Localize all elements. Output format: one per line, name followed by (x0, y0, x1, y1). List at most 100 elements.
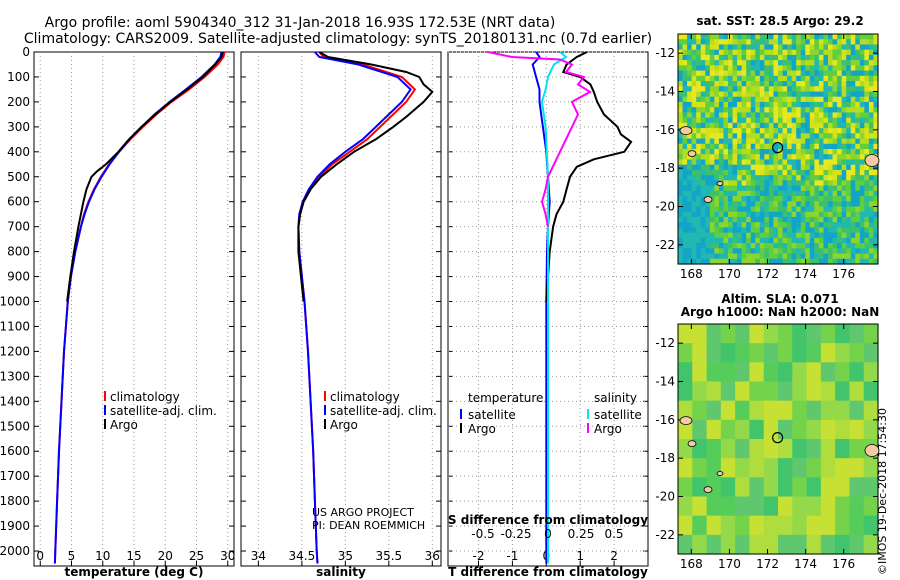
map-cell (773, 201, 779, 208)
map-cell (864, 211, 870, 218)
map-cell (764, 159, 770, 166)
map-cell (709, 248, 715, 255)
map-y-tick-label: -16 (655, 123, 675, 137)
map-cell (809, 91, 815, 98)
map-cell (764, 34, 770, 40)
map-cell (750, 128, 756, 134)
map-cell (828, 201, 834, 208)
map-cell (728, 175, 734, 181)
map-cell (805, 75, 811, 82)
map-cell (787, 227, 793, 234)
map-cell (787, 258, 793, 265)
map-cell (828, 232, 834, 239)
map-cell (741, 70, 747, 77)
map-cell (837, 180, 843, 187)
map-cell (841, 169, 847, 176)
map-cell (864, 34, 870, 40)
map-cell (750, 227, 756, 234)
map-cell (696, 164, 702, 171)
map-cell (814, 49, 820, 56)
map-cell (850, 216, 856, 223)
map-cell (855, 169, 861, 176)
map-cell (728, 253, 734, 260)
map-cell (800, 180, 806, 187)
map-cell (806, 515, 822, 536)
map-cell (705, 91, 711, 98)
map-cell (728, 138, 734, 145)
depth-tick-label: 1100 (0, 319, 30, 333)
map-cell (796, 128, 802, 134)
map-cell (809, 101, 815, 108)
x2-tick-label: 0.25 (568, 527, 595, 541)
map-cell (818, 211, 825, 218)
map-cell (868, 149, 875, 155)
map-cell (855, 122, 861, 129)
map-cell (837, 227, 843, 234)
map-cell (868, 54, 875, 61)
map-cell (859, 201, 865, 208)
map-cell (700, 107, 706, 114)
map-cell (718, 248, 725, 255)
map-cell (714, 44, 720, 51)
map-cell (864, 243, 870, 249)
map-cell (682, 70, 688, 77)
map-cell (828, 149, 834, 155)
map-cell (832, 96, 838, 103)
map-cell (837, 75, 843, 82)
map-cell (846, 206, 852, 213)
land-shape (687, 440, 697, 448)
map-cell (720, 496, 736, 517)
map-cell (859, 253, 865, 260)
map-cell (841, 216, 847, 223)
map-cell (841, 117, 847, 124)
map-cell (837, 101, 843, 108)
map-cell (737, 70, 743, 77)
map-cell (723, 227, 729, 234)
map-cell (850, 143, 856, 150)
map-cell (792, 496, 808, 517)
map-cell (814, 54, 820, 61)
legend-label: satellite (594, 408, 642, 422)
map-cell (728, 54, 734, 61)
map-cell (696, 86, 702, 93)
map-cell (750, 107, 756, 114)
map-cell (705, 122, 711, 129)
map-cell (678, 91, 684, 98)
map-cell (846, 34, 852, 40)
map-cell (859, 169, 865, 176)
map-cell (709, 222, 715, 229)
map-cell (778, 34, 784, 40)
map-cell (791, 149, 797, 155)
map-cell (818, 175, 825, 181)
map-cell (755, 222, 761, 229)
map-cell (735, 324, 751, 344)
map-cell (768, 101, 775, 108)
legend-label: climatology (330, 390, 400, 404)
map-cell (787, 91, 793, 98)
map-cell (778, 496, 793, 517)
map-cell (868, 81, 875, 87)
map-cell (787, 253, 793, 260)
map-cell (809, 107, 815, 114)
map-cell (864, 122, 870, 129)
map-cell (820, 381, 836, 402)
x-tick-label: -2 (473, 549, 485, 563)
map-cell (763, 343, 779, 363)
map-cell (841, 138, 847, 145)
series-line-salinity-satellite (540, 51, 568, 564)
map-cell (700, 143, 706, 150)
depth-tick-label: 800 (7, 245, 30, 259)
x-tick-label: 35 (338, 549, 353, 563)
map-cell (755, 128, 761, 134)
map-cell (873, 101, 879, 108)
map-cell (787, 128, 793, 134)
map-cell (764, 180, 770, 187)
land-shape (703, 196, 713, 204)
map-cell (763, 477, 779, 498)
map-cell (714, 232, 720, 239)
map-cell (809, 75, 815, 82)
map-cell (805, 91, 811, 98)
map-cell (818, 180, 825, 187)
map-cell (732, 206, 738, 213)
depth-tick-label: 1500 (0, 419, 30, 433)
